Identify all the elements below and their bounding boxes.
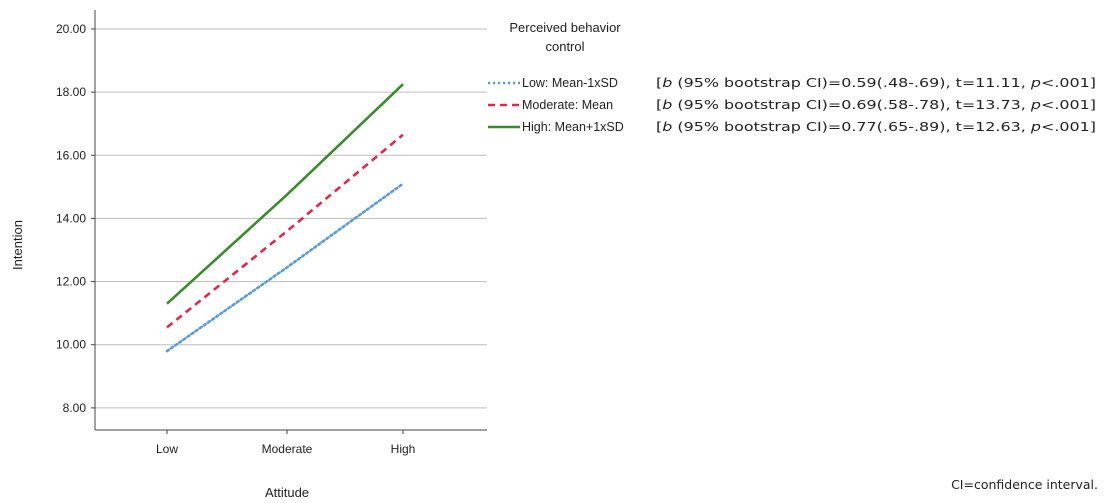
series-line-high xyxy=(166,83,404,305)
x-axis-title: Attitude xyxy=(265,485,309,500)
x-tick-labels: Low Moderate High xyxy=(156,430,415,456)
series-lines xyxy=(165,83,405,353)
y-tick-label: 14.00 xyxy=(56,211,86,225)
legend-statistics: [b (95% bootstrap CI)=0.59(.48-.69), t=1… xyxy=(656,75,1096,90)
series-line-moderate xyxy=(166,133,404,329)
y-tick-label: 12.00 xyxy=(56,275,86,289)
series-line-low xyxy=(165,182,405,353)
y-tick-label: 10.00 xyxy=(56,338,86,352)
legend-item: Moderate: Mean [b (95% bootstrap CI)=0.69… xyxy=(488,97,1096,112)
y-tick-label: 20.00 xyxy=(56,22,86,36)
x-tick-label: Low xyxy=(156,442,178,456)
footnote: CI=confidence interval. xyxy=(951,477,1098,492)
y-tick-labels: 8.00 10.00 12.00 14.00 16.00 18.00 20.00 xyxy=(56,22,86,415)
y-tick-label: 16.00 xyxy=(56,148,86,162)
axes xyxy=(94,10,487,431)
x-tick-label: Moderate xyxy=(262,442,313,456)
legend-items: Low: Mean-1xSD [b (95% bootstrap CI)=0.59… xyxy=(488,75,1096,134)
gridlines xyxy=(91,28,487,409)
y-axis-title: Intention xyxy=(10,220,25,270)
y-tick-label: 18.00 xyxy=(56,85,86,99)
legend-title-line-2: control xyxy=(545,39,584,54)
legend-title-line-1: Perceived behavior xyxy=(509,20,621,35)
legend-item: High: Mean+1xSD [b (95% bootstrap CI)=0.7… xyxy=(488,119,1096,134)
legend-item: Low: Mean-1xSD [b (95% bootstrap CI)=0.59… xyxy=(488,75,1096,90)
x-tick-label: High xyxy=(391,442,416,456)
legend-label: Moderate: Mean xyxy=(522,98,613,112)
legend-statistics: [b (95% bootstrap CI)=0.77(.65-.89), t=1… xyxy=(656,119,1096,134)
legend-label: Low: Mean-1xSD xyxy=(522,76,618,90)
legend-statistics: [b (95% bootstrap CI)=0.69(.58-.78), t=1… xyxy=(656,97,1096,112)
y-tick-label: 8.00 xyxy=(63,401,87,415)
legend-label: High: Mean+1xSD xyxy=(522,120,624,134)
legend: Perceived behavior control Low: Mean-1xS… xyxy=(488,20,1096,134)
